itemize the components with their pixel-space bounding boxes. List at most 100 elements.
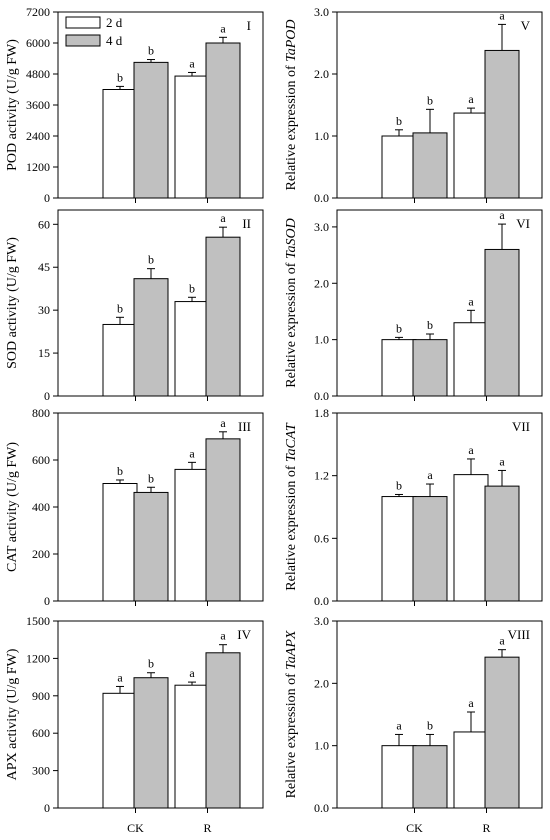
y-tick-label: 300: [32, 764, 50, 778]
panel-II: 0 15 30 45 60 b b b a II SOD activity (U/g FW): [5, 209, 264, 403]
y-tick-label: 3.0: [314, 5, 329, 19]
y-axis-title: CAT activity (U/g FW): [5, 442, 20, 572]
y-tick-label: 2400: [26, 129, 50, 143]
legend-swatch: [65, 34, 101, 47]
legend-swatch: [65, 16, 101, 29]
panel-numeral: VII: [512, 419, 530, 434]
bar-2d-CK: [102, 483, 138, 602]
significance-label: a: [220, 629, 226, 643]
panel-V: 0.0 1.0 2.0 3.0 b a b a V Relative expression of …: [284, 5, 543, 205]
bar-2d-R: [174, 468, 210, 602]
y-tick-label: 45: [38, 260, 50, 274]
y-tick-label: 400: [32, 500, 50, 514]
bar-4d-R: [484, 248, 520, 397]
y-tick-label: 7200: [26, 5, 50, 19]
y-tick-label: 2.0: [314, 67, 329, 81]
y-axis-title: Relative expression of TaPOD: [284, 20, 299, 191]
significance-label: a: [189, 56, 195, 70]
significance-label: b: [148, 657, 154, 671]
bar-2d-R: [453, 112, 489, 199]
panel-VII: 0.0 0.6 1.2 1.8 b a a a VII Relative expression o…: [284, 406, 543, 608]
y-tick-label: 800: [32, 406, 50, 420]
significance-label: a: [396, 718, 402, 732]
significance-label: a: [220, 21, 226, 35]
significance-label: b: [427, 318, 433, 332]
significance-label: b: [427, 718, 433, 732]
legend: 2 d4 d: [65, 15, 123, 48]
panel-III: 0 200 400 600 800 b a b a III CAT activity (U/g FW…: [5, 406, 264, 608]
bar-4d-CK: [133, 278, 169, 397]
y-tick-label: 4800: [26, 67, 50, 81]
panel-I: 0 1200 2400 3600 4800 6000 7200 b a b a I POD activi…: [5, 5, 264, 205]
bar-4d-R: [205, 438, 241, 602]
y-tick-label: 3.0: [314, 220, 329, 234]
bar-2d-R: [174, 684, 210, 809]
bar-4d-R: [484, 485, 520, 602]
panel-numeral: IV: [237, 627, 251, 642]
y-tick-label: 1200: [26, 651, 50, 665]
y-tick-label: 600: [32, 726, 50, 740]
y-tick-label: 60: [38, 217, 50, 231]
x-tick-label: CK: [127, 821, 144, 835]
panel-numeral: V: [521, 18, 531, 33]
y-tick-label: 600: [32, 453, 50, 467]
significance-label: a: [220, 211, 226, 225]
panel-numeral: I: [247, 18, 251, 33]
y-tick-label: 1200: [26, 160, 50, 174]
bar-2d-R: [453, 322, 489, 397]
bar-2d-R: [174, 75, 210, 199]
x-tick-label: R: [203, 821, 211, 835]
y-tick-label: 0.0: [314, 191, 329, 205]
y-tick-label: 0.6: [314, 531, 329, 545]
y-tick-label: 1.0: [314, 739, 329, 753]
significance-label: a: [468, 294, 474, 308]
bar-2d-CK: [102, 323, 138, 397]
bar-4d-R: [484, 49, 520, 199]
y-tick-label: 1.0: [314, 129, 329, 143]
y-axis-title: Relative expression of TaSOD: [284, 218, 299, 387]
significance-label: a: [468, 443, 474, 457]
bar-2d-R: [174, 301, 210, 397]
significance-label: a: [499, 208, 505, 222]
bar-4d-CK: [133, 491, 169, 602]
significance-label: b: [396, 478, 402, 492]
significance-label: b: [427, 93, 433, 107]
panel-numeral: III: [238, 419, 251, 434]
y-tick-label: 2.0: [314, 676, 329, 690]
significance-label: a: [189, 446, 195, 460]
significance-label: b: [396, 321, 402, 335]
legend-label: 2 d: [106, 15, 123, 30]
panel-VI: 0.0 1.0 2.0 3.0 b a b a VI Relative expression of…: [284, 208, 543, 403]
bar-2d-CK: [381, 745, 417, 809]
bar-2d-R: [453, 474, 489, 602]
y-tick-label: 0: [44, 191, 50, 205]
bar-2d-CK: [102, 89, 138, 199]
y-tick-label: 1.8: [314, 406, 329, 420]
significance-label: a: [499, 634, 505, 648]
significance-label: a: [427, 468, 433, 482]
y-tick-label: 3.0: [314, 614, 329, 628]
bar-2d-CK: [381, 496, 417, 602]
y-axis-title: Relative expression of TaCAT: [284, 422, 299, 591]
y-tick-label: 0.0: [314, 389, 329, 403]
y-tick-label: 0.0: [314, 594, 329, 608]
y-tick-label: 900: [32, 689, 50, 703]
significance-label: a: [499, 8, 505, 22]
significance-label: b: [148, 253, 154, 267]
significance-label: b: [117, 301, 123, 315]
y-tick-label: 1500: [26, 614, 50, 628]
bar-4d-R: [205, 42, 241, 199]
y-tick-label: 2.0: [314, 276, 329, 290]
y-tick-label: 0.0: [314, 801, 329, 815]
significance-label: b: [148, 471, 154, 485]
bar-4d-CK: [412, 339, 448, 397]
y-tick-label: 6000: [26, 36, 50, 50]
bar-2d-CK: [381, 135, 417, 199]
bar-4d-CK: [133, 677, 169, 809]
y-tick-label: 200: [32, 547, 50, 561]
significance-label: b: [189, 281, 195, 295]
significance-label: a: [220, 416, 226, 430]
y-axis-title: Relative expression of TaAPX: [284, 630, 299, 798]
y-tick-label: 1.0: [314, 333, 329, 347]
